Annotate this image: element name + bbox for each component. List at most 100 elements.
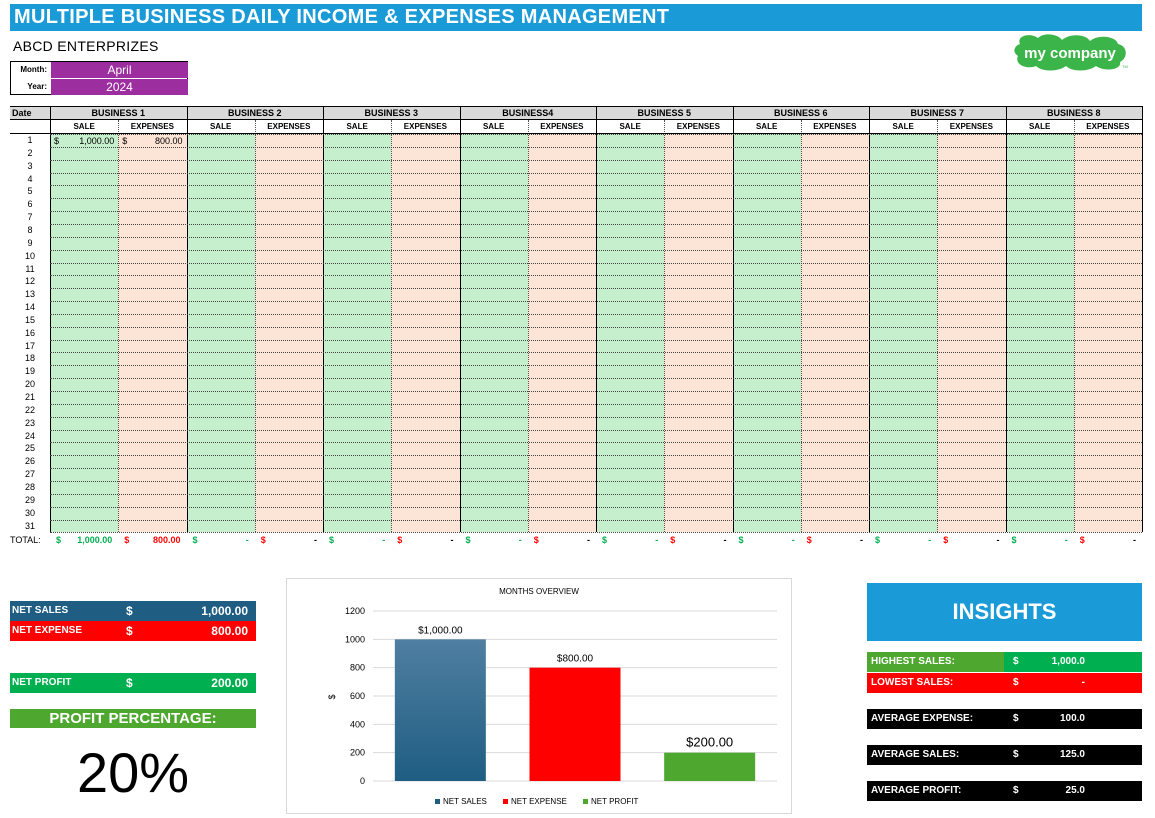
expense-column[interactable] (254, 134, 323, 533)
date-cell: 11 (25, 263, 35, 274)
expense-column[interactable] (391, 134, 460, 533)
sale-column[interactable] (1005, 134, 1074, 533)
net-profit-label: NET PROFIT (12, 677, 72, 688)
highest-sales-row: HIGHEST SALES: $ 1,000.0 (867, 652, 1142, 672)
bar-net-sales (394, 639, 486, 781)
legend-swatch (583, 799, 588, 804)
expenses-header: EXPENSES (403, 122, 447, 131)
business-header: BUSINESS 5 (637, 108, 692, 118)
row-divider (50, 313, 1142, 315)
year-value[interactable]: 2024 (51, 79, 188, 95)
total-sale: 1,000.00 (77, 535, 113, 546)
profit-percentage-value: 20% (76, 741, 190, 804)
row-divider (50, 185, 1142, 187)
expense-column[interactable] (937, 134, 1006, 533)
expense-cell[interactable]: 800.00 (154, 136, 183, 146)
column-divider (186, 106, 188, 533)
y-axis-label: $ (327, 694, 337, 699)
row-divider (50, 134, 1142, 135)
business-header: BUSINESS 6 (773, 108, 828, 118)
row-divider (50, 352, 1142, 354)
average-sales-value: 125.0 (1059, 749, 1085, 760)
date-cell: 23 (24, 417, 35, 428)
row-divider (50, 211, 1142, 213)
expense-column[interactable] (664, 134, 733, 533)
y-tick-label: 600 (350, 691, 365, 701)
expenses-header: EXPENSES (949, 122, 993, 131)
sale-column[interactable] (596, 134, 665, 533)
row-divider (50, 172, 1142, 174)
row-divider (50, 429, 1142, 431)
total-expense: - (723, 535, 727, 546)
date-cell: 16 (24, 327, 35, 338)
column-divider (1073, 120, 1075, 533)
date-cell: 22 (24, 404, 35, 415)
expense-column[interactable] (118, 134, 187, 533)
sheet-title: MULTIPLE BUSINESS DAILY INCOME & EXPENSE… (10, 4, 1142, 31)
legend-label: NET PROFIT (591, 797, 639, 806)
row-divider (50, 391, 1142, 392)
sale-column[interactable] (186, 134, 255, 533)
business-header: BUSINESS 3 (364, 108, 419, 118)
column-divider (1142, 106, 1143, 533)
average-profit-label: AVERAGE PROFIT: (871, 785, 962, 796)
date-cell: 15 (24, 314, 35, 325)
month-value[interactable]: April (51, 62, 188, 78)
average-sales-label: AVERAGE SALES: (871, 749, 960, 760)
total-currency: $ (1011, 535, 1017, 546)
total-currency: $ (397, 535, 403, 546)
date-cell: 17 (24, 340, 35, 351)
net-expense-row: NET EXPENSE $ 800.00 (10, 621, 256, 641)
expense-column[interactable] (527, 134, 596, 533)
column-divider (254, 120, 256, 533)
expense-column[interactable] (800, 134, 869, 533)
total-sale: - (382, 535, 386, 546)
date-header: Date (12, 108, 32, 118)
column-divider (1005, 106, 1007, 533)
sale-column[interactable] (459, 134, 528, 533)
total-currency: $ (738, 535, 744, 546)
sale-cell[interactable]: 1,000.00 (79, 136, 115, 146)
month-label: Month: (20, 65, 47, 74)
daily-entry-table: Date BUSINESS 1 SALE EXPENSES BUSINESS 2 SALE… (10, 106, 1143, 573)
net-profit-row: NET PROFIT $ 200.00 (10, 673, 256, 693)
date-cell: 6 (27, 199, 33, 210)
date-cell: 2 (27, 147, 33, 158)
date-cell: 3 (27, 160, 33, 171)
months-overview-chart[interactable]: MONTHS OVERVIEW 0 200 400 600 800 1000 1200 $ $1,… (286, 578, 792, 814)
y-tick-label: 0 (360, 776, 365, 786)
row-divider (50, 403, 1142, 405)
total-currency: $ (192, 535, 198, 546)
sale-column[interactable] (869, 134, 938, 533)
bar-net-expense (529, 667, 621, 781)
row-divider (50, 339, 1142, 341)
y-tick-label: 1200 (345, 606, 365, 616)
sale-column[interactable] (323, 134, 392, 533)
row-divider (50, 416, 1142, 418)
expenses-header: EXPENSES (676, 122, 720, 131)
chart-title: MONTHS OVERVIEW (499, 587, 579, 596)
row-divider (50, 288, 1142, 290)
business-header: BUSINESS 2 (227, 108, 282, 118)
year-label: Year: (27, 82, 47, 91)
total-expense: - (860, 535, 863, 546)
average-profit-row: AVERAGE PROFIT: $ 25.0 (867, 781, 1142, 801)
date-cell: 21 (24, 392, 35, 402)
y-tick-label: 400 (350, 719, 365, 729)
column-divider (869, 106, 870, 533)
expenses-header: EXPENSES (540, 122, 584, 131)
business-header: BUSINESS 1 (91, 108, 146, 118)
bar-net-profit (664, 752, 756, 781)
expense-column[interactable] (1073, 134, 1142, 533)
sale-column[interactable] (50, 134, 119, 533)
sale-column[interactable] (732, 134, 801, 533)
total-expense: - (996, 535, 1000, 546)
date-cell: 8 (27, 224, 33, 235)
row-divider (50, 532, 1142, 534)
business-header: BUSINESS 7 (910, 108, 965, 118)
total-currency: $ (602, 535, 608, 546)
column-divider (527, 120, 529, 533)
total-currency: $ (806, 535, 812, 546)
date-cell: 19 (24, 366, 35, 377)
data-label: $1,000.00 (418, 625, 463, 636)
